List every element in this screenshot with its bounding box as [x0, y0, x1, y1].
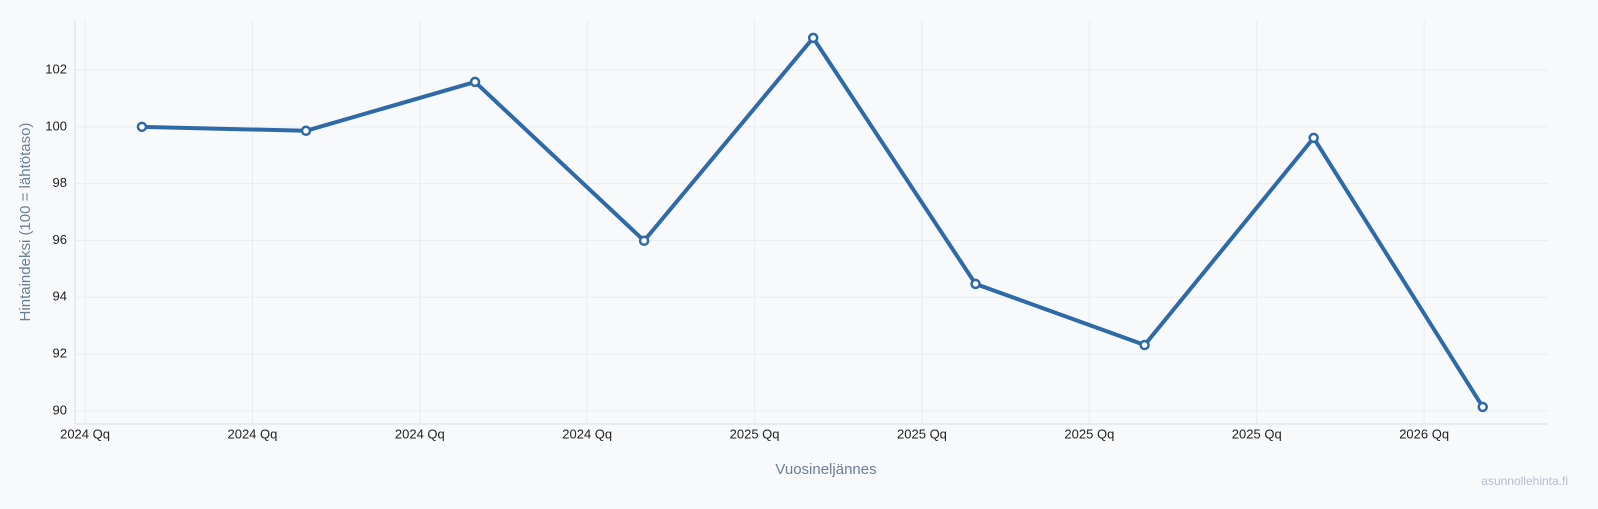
x-tick-label: 2024 Qq [395, 426, 445, 441]
x-tick-label: 2024 Qq [562, 426, 612, 441]
point [300, 125, 312, 137]
watermark: asunnollehinta.fi [1481, 474, 1568, 488]
x-tick-label: 2025 Qq [897, 426, 947, 441]
y-tick-label: 90 [53, 402, 67, 417]
x-axis-label: Vuosineljännes [775, 461, 876, 478]
point [1477, 401, 1488, 413]
y-tick-label: 100 [45, 118, 67, 133]
y-tick-label: 92 [53, 346, 67, 361]
point [807, 32, 819, 44]
x-tick-label: 2025 Qq [730, 426, 780, 441]
y-tick-label: 102 [45, 61, 67, 76]
x-tick-label: 2024 Qq [60, 426, 110, 441]
point [638, 235, 650, 247]
point [1139, 339, 1150, 351]
y-tick-label: 94 [53, 289, 67, 304]
y-tick-label: 98 [53, 175, 67, 190]
point [1308, 132, 1319, 144]
x-tick-label: 2024 Qq [227, 426, 277, 441]
line [141, 35, 1485, 409]
y-tick-label: 96 [53, 232, 67, 247]
x-tick-label: 2026 Qq [1399, 426, 1449, 441]
y-axis-label: Hintaindeksi (100 = lähtötaso) [17, 123, 34, 322]
point [970, 278, 981, 290]
point [469, 76, 481, 88]
point [136, 121, 148, 133]
x-tick-label: 2025 Qq [1232, 426, 1282, 441]
x-tick-label: 2025 Qq [1064, 426, 1114, 441]
